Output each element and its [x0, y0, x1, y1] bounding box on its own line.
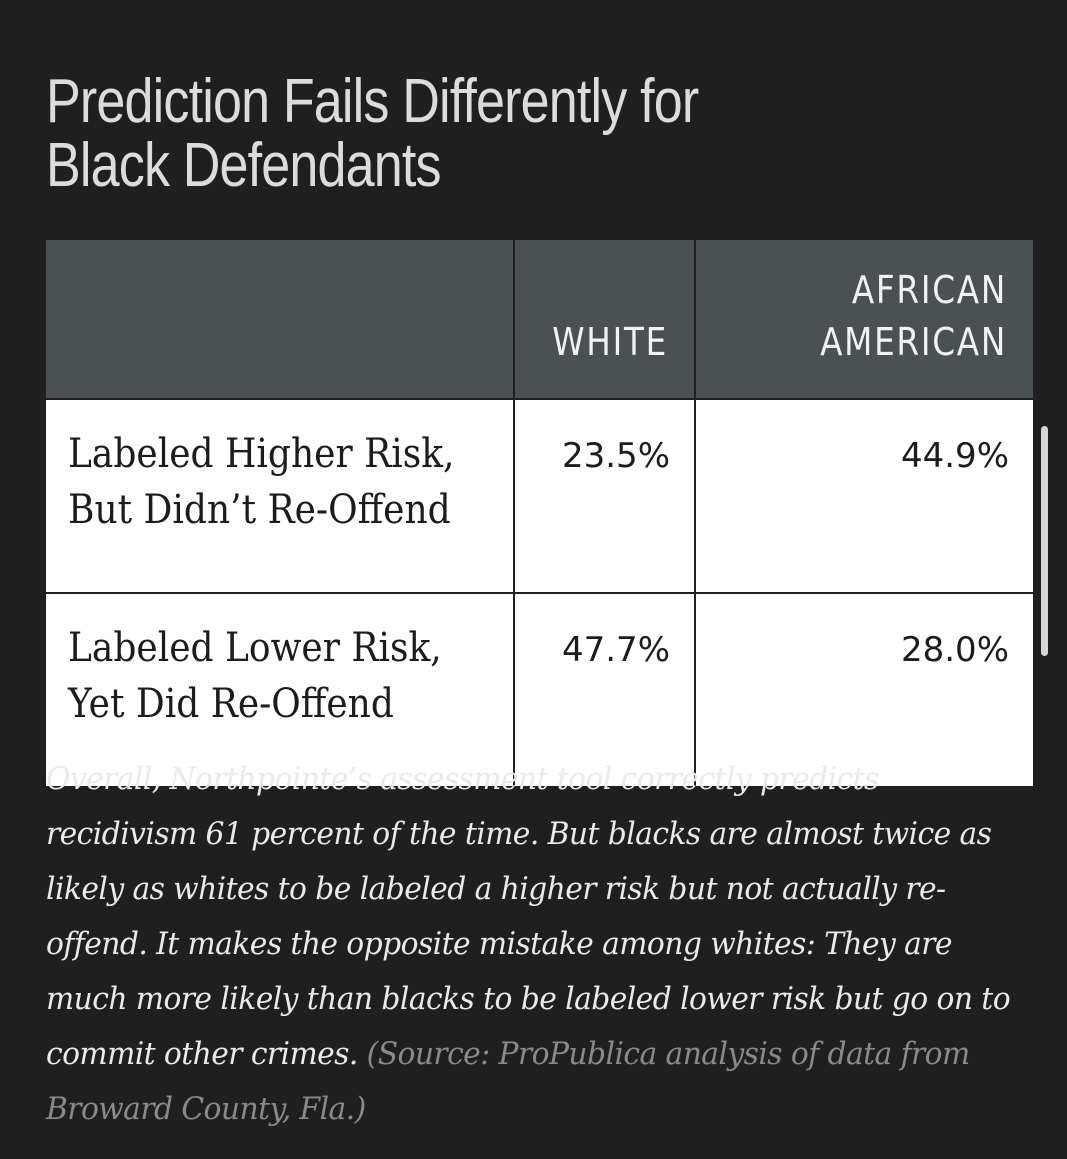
row-label-lower-risk: Labeled Lower Risk, Yet Did Re-Offend: [46, 592, 515, 786]
header-white-label: WHITE: [552, 320, 668, 364]
cell-aa-higher-risk: 44.9%: [695, 398, 1033, 593]
source-note-line-2: Broward County, Fla.): [46, 1091, 366, 1127]
header-aa-line-1: AFRICAN: [851, 268, 1007, 312]
table-header-row: WHITE AFRICAN AMERICAN: [46, 240, 1033, 399]
cell-white-higher-risk: 23.5%: [514, 398, 696, 593]
row-label-line-1: Labeled Higher Risk,: [68, 431, 455, 477]
header-african-american: AFRICAN AMERICAN: [695, 240, 1033, 399]
chart-title-line-1: Prediction Fails Differently for: [46, 67, 699, 136]
header-empty-cell: [46, 240, 515, 399]
caption-line: Overall, Northpointe’s assessment tool c…: [46, 761, 879, 797]
row-label-higher-risk: Labeled Higher Risk, But Didn’t Re-Offen…: [46, 398, 515, 593]
row-label-line-1: Labeled Lower Risk,: [68, 625, 442, 671]
table-row: Labeled Lower Risk, Yet Did Re-Offend 47…: [46, 592, 1033, 786]
cell-white-lower-risk: 47.7%: [514, 592, 696, 786]
row-label-line-2: But Didn’t Re-Offend: [68, 487, 451, 533]
chart-title-line-2: Black Defendants: [46, 131, 442, 200]
caption-line: recidivism 61 percent of the time. But b…: [46, 816, 992, 852]
caption-line-6: commit other crimes. (Source: ProPublica…: [46, 1027, 1006, 1082]
caption-text: commit other crimes.: [46, 1036, 358, 1072]
caption-line: much more likely than blacks to be label…: [46, 981, 1011, 1017]
data-table: WHITE AFRICAN AMERICAN Labeled Higher Ri…: [46, 240, 1033, 786]
scrollbar-thumb[interactable]: [1041, 426, 1048, 656]
caption-line: likely as whites to be labeled a higher …: [46, 871, 946, 907]
row-label-line-2: Yet Did Re-Offend: [68, 681, 394, 727]
table-row: Labeled Higher Risk, But Didn’t Re-Offen…: [46, 398, 1033, 593]
cell-aa-lower-risk: 28.0%: [695, 592, 1033, 786]
chart-title: Prediction Fails Differently for Black D…: [46, 70, 852, 198]
header-aa-line-2: AMERICAN: [820, 320, 1007, 364]
header-white: WHITE: [514, 240, 696, 399]
caption: Overall, Northpointe’s assessment tool c…: [46, 752, 1046, 1137]
source-note: (Source: ProPublica analysis of data fro…: [366, 1036, 971, 1072]
caption-line: offend. It makes the opposite mistake am…: [46, 926, 953, 962]
